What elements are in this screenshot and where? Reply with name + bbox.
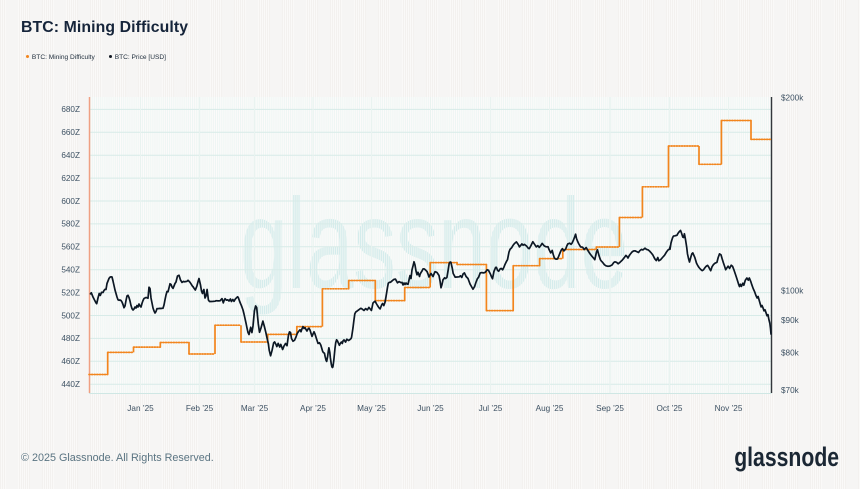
svg-text:Jun ’25: Jun ’25 xyxy=(417,404,444,413)
svg-text:Nov ’25: Nov ’25 xyxy=(715,404,743,413)
svg-text:Jan ’25: Jan ’25 xyxy=(127,404,154,413)
svg-text:600Z: 600Z xyxy=(61,197,80,206)
svg-text:560Z: 560Z xyxy=(61,243,80,252)
svg-text:Sep ’25: Sep ’25 xyxy=(596,404,624,413)
svg-text:Mar ’25: Mar ’25 xyxy=(241,404,269,413)
svg-text:Aug ’25: Aug ’25 xyxy=(536,404,564,413)
svg-text:440Z: 440Z xyxy=(61,380,80,389)
svg-text:Apr ’25: Apr ’25 xyxy=(300,404,326,413)
svg-text:$200k: $200k xyxy=(781,93,804,102)
svg-text:580Z: 580Z xyxy=(61,220,80,229)
svg-text:680Z: 680Z xyxy=(61,105,80,114)
svg-text:$70k: $70k xyxy=(781,386,800,395)
svg-text:Oct ’25: Oct ’25 xyxy=(657,404,683,413)
svg-text:620Z: 620Z xyxy=(61,174,80,183)
svg-text:$80k: $80k xyxy=(781,349,800,358)
svg-text:660Z: 660Z xyxy=(61,128,80,137)
svg-text:480Z: 480Z xyxy=(61,334,80,343)
svg-text:500Z: 500Z xyxy=(61,311,80,320)
svg-text:$100k: $100k xyxy=(781,286,804,295)
svg-text:$90k: $90k xyxy=(781,316,800,325)
svg-text:May ’25: May ’25 xyxy=(357,404,386,413)
svg-text:460Z: 460Z xyxy=(61,357,80,366)
svg-text:Jul ’25: Jul ’25 xyxy=(479,404,503,413)
svg-text:520Z: 520Z xyxy=(61,288,80,297)
svg-text:540Z: 540Z xyxy=(61,266,80,275)
svg-text:Feb ’25: Feb ’25 xyxy=(186,404,214,413)
svg-text:640Z: 640Z xyxy=(61,151,80,160)
